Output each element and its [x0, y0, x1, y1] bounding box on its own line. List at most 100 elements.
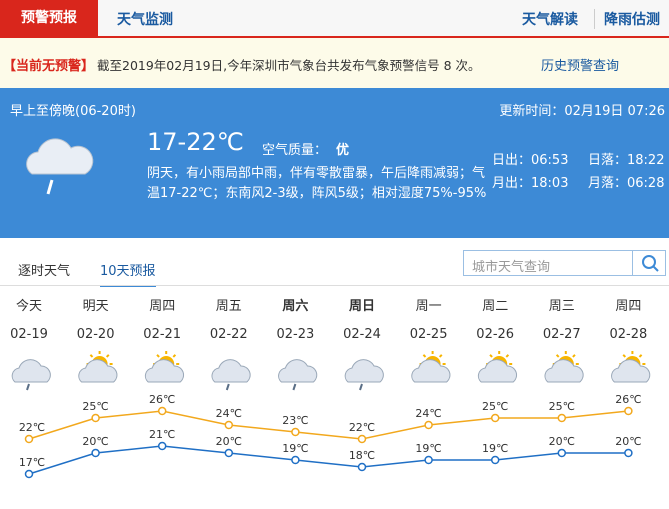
nav-link[interactable]: 天气解读: [522, 12, 578, 28]
weekday: 明天: [83, 299, 109, 314]
sun-ray: [156, 354, 160, 358]
high-point: [91, 413, 100, 423]
alert-link[interactable]: 历史预警查询: [541, 59, 620, 74]
rain-drop: [225, 383, 230, 391]
cloud: [477, 359, 517, 383]
rain-drop: [26, 383, 30, 391]
forecast-tab[interactable]: 逐时天气: [18, 264, 71, 279]
low-point: [357, 462, 367, 472]
high-point: [24, 434, 34, 444]
weather-icon-large: [26, 138, 94, 195]
date: 02-19: [10, 327, 48, 342]
search-placeholder: 城市天气查询: [472, 260, 551, 275]
cloud: [78, 359, 118, 383]
temp-label: 24℃: [415, 407, 441, 420]
low-point: [557, 448, 567, 458]
alert-bar: 【当前无预警】 截至2019年02月19日,今年深圳市气象台共发布气象预警信号 …: [0, 38, 669, 88]
alert-text: 截至2019年02月19日,今年深圳市气象台共发布气象预警信号 8 次。: [97, 58, 481, 73]
weather-icon: [144, 351, 184, 383]
cloud: [344, 359, 384, 383]
temp-label: 26℃: [149, 393, 175, 406]
weather-icon: [11, 359, 51, 391]
weekday: 今天: [16, 298, 42, 314]
sun-ray: [89, 354, 94, 358]
sun-ray: [489, 354, 493, 358]
temp-label: 18℃: [349, 449, 375, 462]
weather-icon: [544, 351, 584, 383]
low-point: [490, 455, 500, 465]
temp-label: 25℃: [549, 400, 575, 413]
cloud: [144, 359, 184, 383]
air-label: 空气质量：: [262, 143, 328, 158]
updated: 更新时间：02月19日 07:26: [499, 104, 665, 119]
temp-label: 19℃: [282, 442, 308, 455]
cloud: [611, 359, 651, 383]
period: 早上至傍晚(06-20时): [10, 104, 136, 119]
cloud: [211, 359, 251, 383]
date: 02-24: [343, 327, 381, 342]
forecast-chart: 今天 02-19 明天 02-20 周四 02-21 周五 02-22 周六 02-23 周日 02-…: [10, 298, 651, 479]
weather-icon: [611, 351, 651, 383]
sun-ray: [555, 354, 560, 358]
weekday: 周五: [216, 299, 242, 314]
weekday: 周四: [149, 299, 175, 314]
date: 02-27: [543, 327, 581, 342]
temp-label: 20℃: [216, 435, 242, 448]
nav-tab[interactable]: 预警预报: [0, 0, 98, 36]
high-point: [490, 413, 500, 423]
date: 02-28: [610, 327, 648, 342]
high-point: [357, 434, 367, 444]
weekday: 周三: [549, 299, 575, 314]
weekday: 周四: [615, 299, 641, 314]
low-point: [24, 469, 34, 479]
weather-icon: [78, 351, 118, 383]
sun-ray: [505, 354, 510, 358]
sun-time: 月落：06:28: [588, 176, 665, 191]
cloud: [11, 359, 51, 383]
low-line: [28, 445, 629, 475]
high-point: [224, 420, 234, 430]
divider: [0, 285, 669, 286]
high-point: [291, 427, 300, 437]
temp-label: 21℃: [149, 428, 175, 441]
sun-ray: [172, 354, 177, 358]
high-point: [557, 413, 567, 423]
sun-ray: [438, 354, 443, 358]
nav-link[interactable]: 降雨估测: [594, 9, 660, 29]
cloud: [278, 359, 318, 383]
weather-icon: [411, 351, 451, 383]
temp-label: 25℃: [482, 400, 508, 413]
sun-time: 日落：18:22: [588, 153, 665, 168]
temp-label: 26℃: [615, 393, 641, 406]
sun-ray: [638, 354, 643, 358]
current-panel: 早上至傍晚(06-20时) 更新时间：02月19日 07:26 17-22℃ 空…: [0, 88, 669, 238]
temp-label: 22℃: [19, 421, 45, 434]
weather-icon: [477, 351, 517, 383]
alert-label: 【当前无预警】: [3, 59, 95, 74]
low-point: [224, 448, 234, 458]
forecast-tab[interactable]: 10天预报: [100, 260, 156, 287]
temp-label: 20℃: [615, 435, 641, 448]
sun-ray: [572, 354, 576, 358]
air-value: 优: [336, 143, 350, 158]
sun-ray: [422, 354, 427, 358]
date: 02-23: [277, 327, 315, 342]
weather-icon: [278, 359, 318, 391]
nav-tab[interactable]: 天气监测: [117, 12, 173, 28]
search-box[interactable]: 城市天气查询: [463, 250, 666, 276]
temp-label: 20℃: [549, 435, 575, 448]
search-button[interactable]: [632, 251, 667, 275]
low-point: [424, 455, 433, 465]
cloud: [544, 359, 584, 383]
high-point: [424, 420, 433, 430]
date: 02-25: [410, 327, 448, 342]
date: 02-21: [143, 327, 181, 342]
nav-bar: 预警预报 天气监测 天气解读 降雨估测: [0, 0, 669, 38]
weather-icon: [344, 359, 384, 391]
low-point: [291, 455, 300, 465]
temp-label: 19℃: [482, 442, 508, 455]
weekday: 周二: [482, 299, 508, 314]
low-point: [624, 448, 633, 458]
low-point: [157, 441, 167, 451]
rain-drop: [359, 383, 363, 391]
